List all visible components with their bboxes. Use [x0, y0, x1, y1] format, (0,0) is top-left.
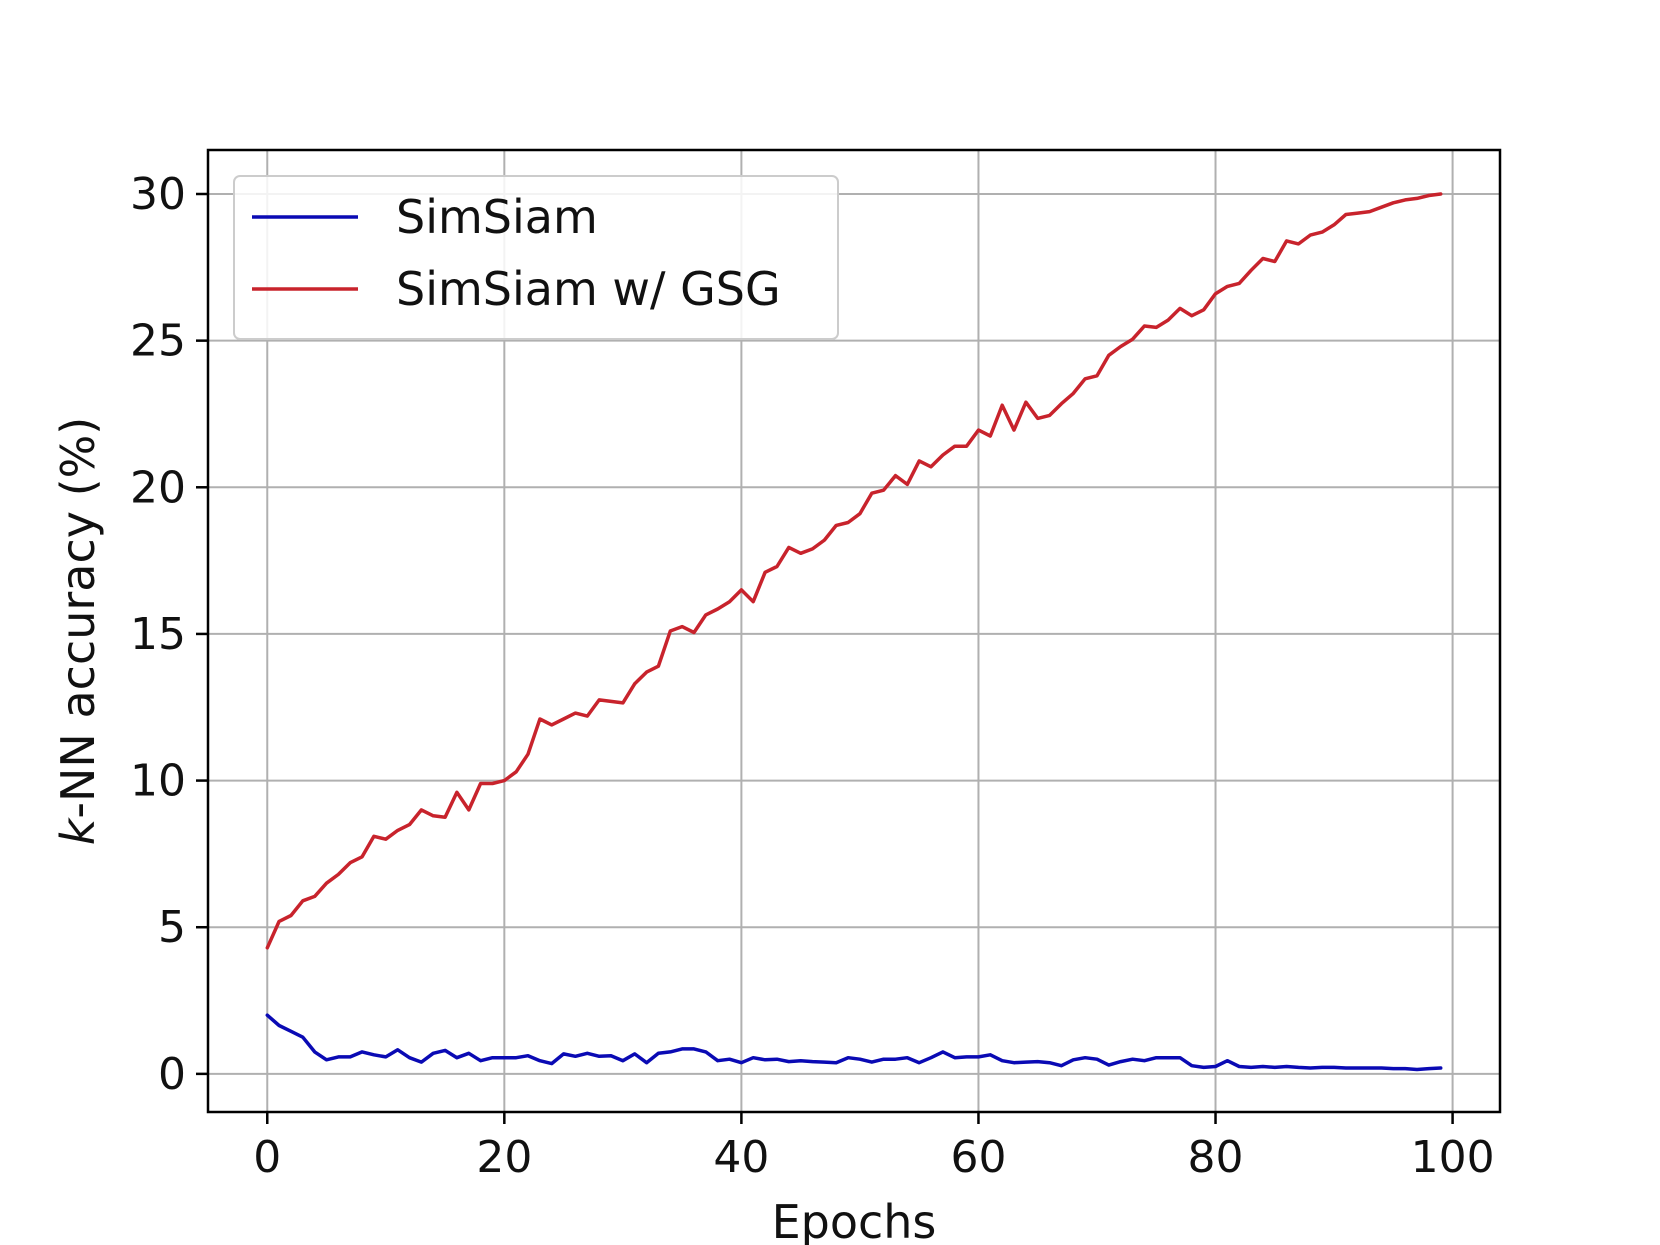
y-axis-label-italic: k — [51, 816, 105, 845]
x-tick-label: 60 — [950, 1132, 1006, 1183]
legend-box — [233, 175, 839, 340]
y-tick-label: 0 — [158, 1049, 186, 1100]
x-tick-label: 0 — [253, 1132, 281, 1183]
y-tick-label: 20 — [130, 462, 186, 513]
y-axis-ticks: 0 5 10 15 20 25 30 — [130, 169, 208, 1100]
x-tick-label: 100 — [1411, 1132, 1495, 1183]
x-tick-label: 20 — [476, 1132, 532, 1183]
y-tick-label: 25 — [130, 316, 186, 367]
x-axis-ticks: 0 20 40 60 80 100 — [253, 1112, 1495, 1183]
series-line-simsiam-w-gsg — [265, 192, 1443, 950]
series-line-simsiam — [265, 1013, 1443, 1072]
plot-frame — [206, 148, 1502, 1114]
y-tick-label: 15 — [130, 609, 186, 660]
y-axis-label-text: -NN accuracy (%) — [51, 417, 105, 819]
legend-label-simsiam: SimSiam — [396, 190, 598, 244]
y-tick-label: 30 — [130, 169, 186, 220]
x-axis-label: Epochs — [772, 1195, 937, 1245]
y-tick-label: 10 — [130, 756, 186, 807]
y-tick-label: 5 — [158, 902, 186, 953]
legend: SimSiam SimSiam w/ GSG — [233, 175, 839, 340]
series-layer — [265, 192, 1443, 1072]
y-axis-label: k-NN accuracy (%) — [51, 417, 105, 845]
legend-label-simsiam-gsg: SimSiam w/ GSG — [396, 262, 781, 316]
x-tick-label: 40 — [713, 1132, 769, 1183]
x-tick-label: 80 — [1188, 1132, 1244, 1183]
